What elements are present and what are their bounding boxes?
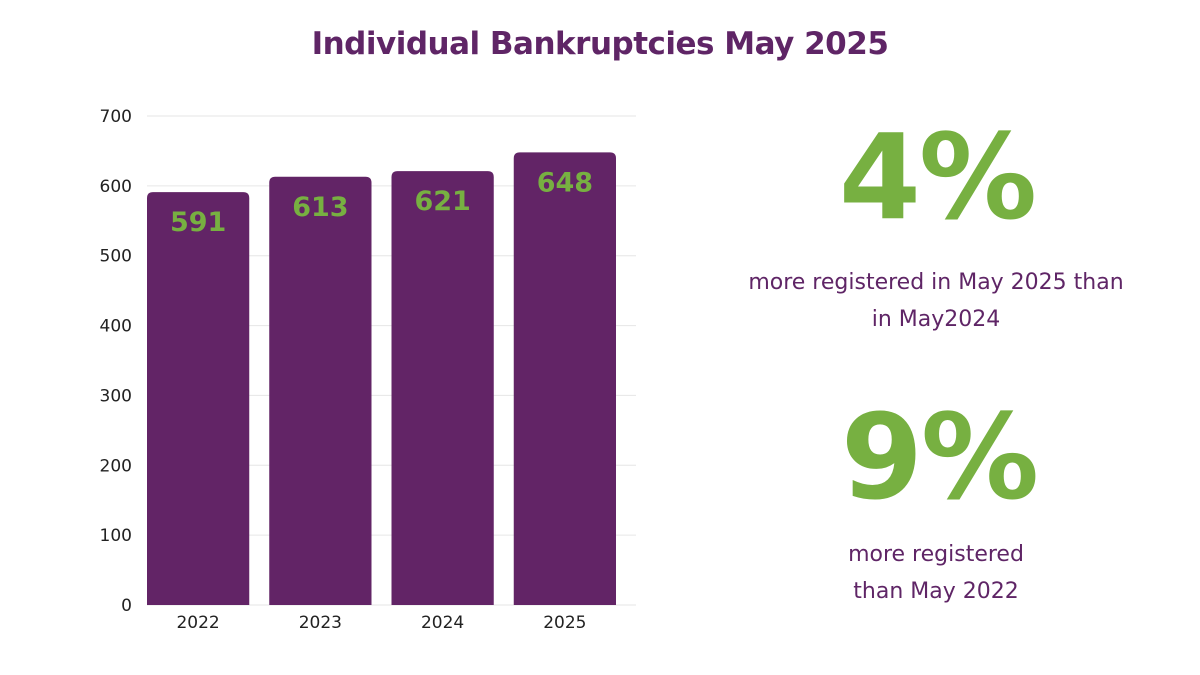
bar-chart: 0 100 200 300 400 500 600 700 591 613 621 648 2022…: [100, 107, 636, 633]
value-label-2022: 591: [170, 207, 226, 238]
bars: [147, 152, 616, 606]
stat-4-description: more registered in May 2025 than in May2…: [696, 264, 1176, 338]
stat-4-percent: 4%: [838, 108, 1037, 246]
chart-title: Individual Bankruptcies May 2025: [311, 26, 889, 62]
value-label-2023: 613: [292, 192, 348, 223]
y-tick-label: 200: [100, 456, 132, 476]
y-tick-label: 500: [100, 247, 132, 267]
stat-4-line1: more registered in May 2025 than: [748, 270, 1124, 295]
y-tick-label: 300: [100, 386, 132, 406]
y-tick-label: 0: [121, 596, 132, 616]
x-tick-label: 2022: [176, 613, 219, 633]
bar-2025: [513, 152, 616, 605]
value-label-2025: 648: [537, 167, 593, 198]
bar-2024: [391, 171, 494, 606]
y-tick-label: 100: [100, 526, 132, 546]
y-tick-label: 400: [100, 317, 132, 337]
stat-4-line2: in May2024: [871, 307, 1001, 332]
stat-9-line2: than May 2022: [853, 579, 1019, 604]
x-tick-label: 2024: [421, 613, 464, 633]
stat-9-percent: 9%: [840, 388, 1039, 526]
y-axis-ticks: 0 100 200 300 400 500 600 700: [100, 107, 132, 616]
x-tick-label: 2025: [543, 613, 586, 633]
y-tick-label: 700: [100, 107, 132, 127]
y-tick-label: 600: [100, 177, 132, 197]
stat-9-description: more registered than May 2022: [696, 536, 1176, 610]
bar-2022: [147, 192, 250, 605]
x-axis-ticks: 2022 2023 2024 2025: [176, 613, 586, 633]
x-tick-label: 2023: [299, 613, 342, 633]
value-label-2024: 621: [414, 186, 470, 217]
stat-9-line1: more registered: [848, 542, 1024, 567]
value-labels: 591 613 621 648: [170, 167, 593, 238]
bar-2023: [269, 176, 372, 606]
